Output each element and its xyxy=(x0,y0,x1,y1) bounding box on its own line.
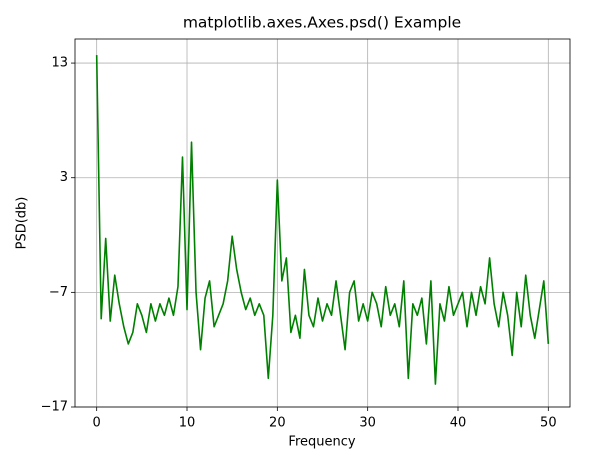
y-tick-label: −17 xyxy=(41,400,68,415)
data-line xyxy=(95,55,550,385)
x-tick-label: 10 xyxy=(179,416,196,431)
y-tick-label: 3 xyxy=(60,170,68,185)
x-tick-label: 30 xyxy=(359,416,376,431)
y-tick-label: −7 xyxy=(49,285,68,300)
x-tick-label: 50 xyxy=(540,416,557,431)
x-tick-label: 20 xyxy=(269,416,286,431)
x-axis-label: Frequency xyxy=(288,435,355,450)
y-tick-label: 13 xyxy=(51,56,68,71)
plot-frame xyxy=(74,38,571,408)
x-tick-label: 40 xyxy=(450,416,467,431)
y-axis-label: PSD(db) xyxy=(15,197,30,250)
x-tick-label: 0 xyxy=(93,416,101,431)
chart-title: matplotlib.axes.Axes.psd() Example xyxy=(183,14,461,32)
